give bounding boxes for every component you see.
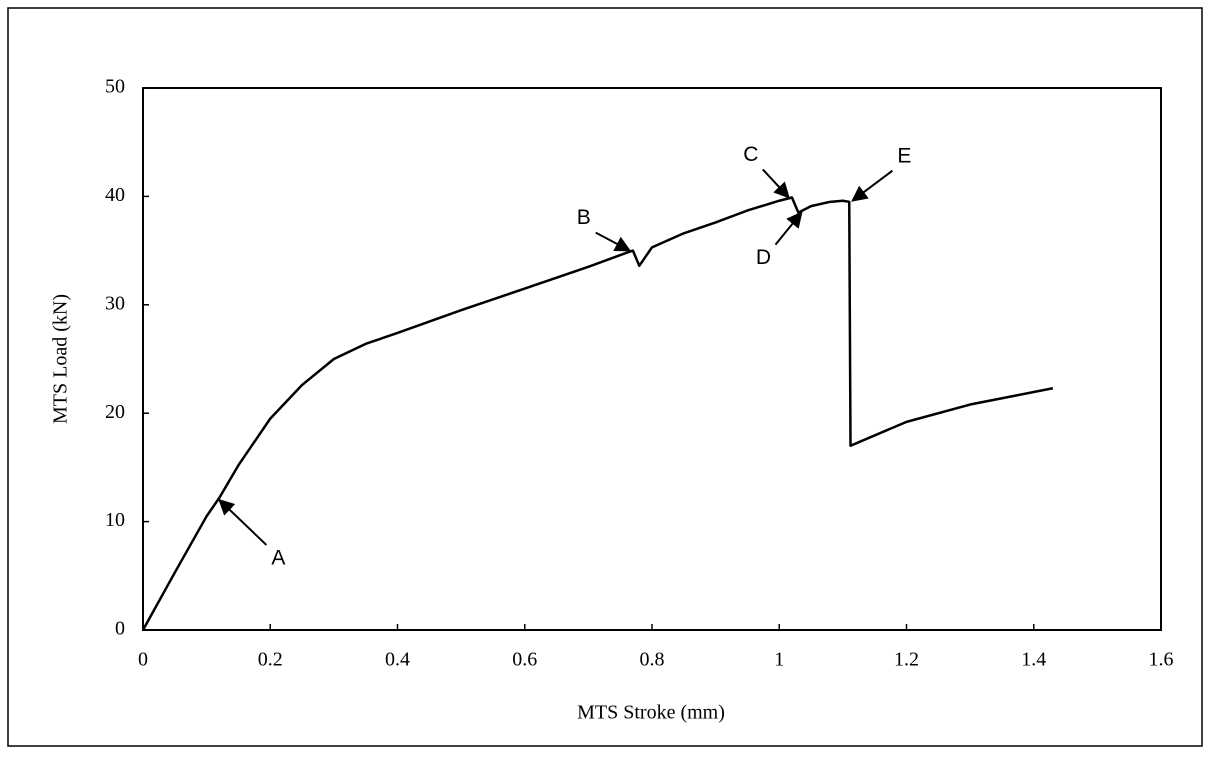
annotation-label: D — [756, 246, 771, 269]
y-axis-label: MTS Load (kN) — [50, 294, 72, 424]
x-tick-label: 1 — [774, 649, 784, 671]
x-tick-label: 1.6 — [1149, 649, 1174, 671]
y-tick-label: 0 — [115, 618, 125, 640]
figure-frame — [7, 7, 1203, 747]
y-tick-label: 20 — [105, 401, 125, 423]
x-tick-label: 0.6 — [512, 649, 537, 671]
x-tick-label: 1.4 — [1021, 649, 1046, 671]
y-tick-label: 40 — [105, 184, 125, 206]
x-tick-label: 1.2 — [894, 649, 919, 671]
x-axis-label: MTS Stroke (mm) — [577, 702, 725, 724]
annotation-arrow — [218, 498, 268, 546]
annotation-arrow — [595, 231, 632, 252]
annotation-arrow — [762, 168, 790, 199]
x-tick-label: 0.8 — [640, 649, 665, 671]
annotation-arrow — [774, 211, 803, 246]
annotation-label: A — [271, 546, 285, 569]
x-tick-label: 0.2 — [258, 649, 283, 671]
annotation-label: B — [577, 206, 591, 229]
y-tick-label: 50 — [105, 76, 125, 98]
annotation-label: C — [743, 143, 758, 166]
y-tick-label: 30 — [105, 292, 125, 314]
y-tick-label: 10 — [105, 509, 125, 531]
plot-frame — [142, 87, 1162, 631]
x-tick-label: 0.4 — [385, 649, 410, 671]
annotation-arrow — [851, 169, 894, 202]
annotation-label: E — [897, 144, 911, 167]
x-tick-label: 0 — [138, 649, 148, 671]
data-line — [141, 196, 1054, 631]
